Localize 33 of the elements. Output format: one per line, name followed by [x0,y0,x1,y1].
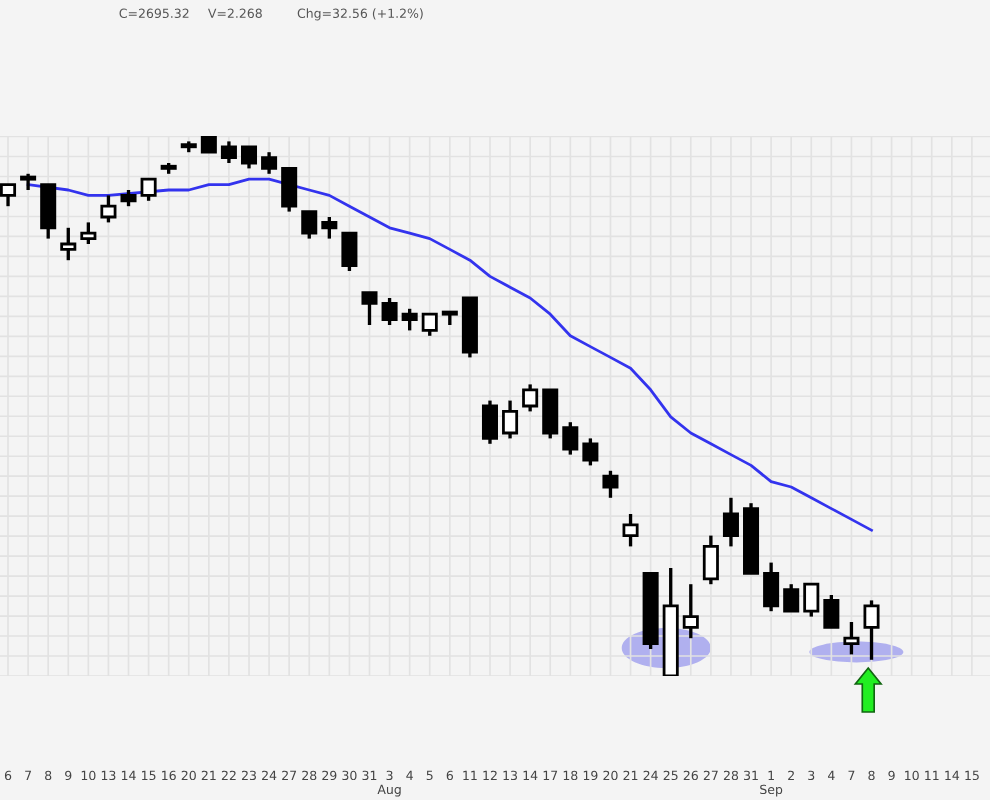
candlestick [522,382,539,414]
candlestick [562,420,579,457]
candlestick [722,496,739,549]
candlestick [843,620,860,657]
candlestick [240,145,258,171]
candlestick [361,290,378,327]
candlestick [582,436,599,468]
candlestick [481,398,498,446]
candlestick [421,312,438,338]
candlestick [40,182,57,241]
candlestick [220,139,237,165]
candlestick [321,215,338,241]
candlestick [60,226,77,262]
candlestick [401,307,418,333]
candlestick [301,209,318,241]
candlestick [100,193,117,225]
candlestick [783,582,800,613]
candlestick [381,296,398,327]
candlestick [803,582,820,619]
candlestick [682,582,699,640]
candlestick [763,560,780,613]
candlestick [602,469,619,500]
candlestick [702,533,719,586]
candlestick [80,220,97,246]
candlestick [863,598,880,662]
candlestick [140,177,157,203]
candlestick [502,398,519,441]
candlestick [823,593,840,630]
candlestick [542,388,559,441]
candlestick [281,166,298,214]
candlestick [261,150,278,176]
candlestick [341,231,358,273]
candlestick [622,512,639,549]
